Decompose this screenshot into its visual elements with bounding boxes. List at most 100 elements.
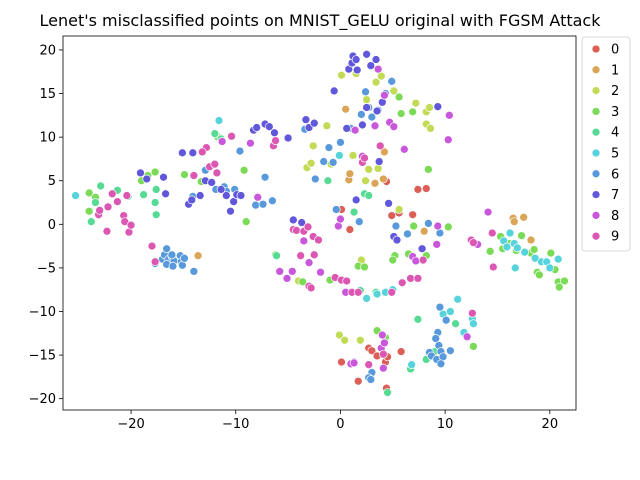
point-class-8 <box>370 121 380 131</box>
point-class-8 <box>411 256 421 266</box>
x-tick-label: 0 <box>336 417 344 432</box>
y-tick-label: −20 <box>29 392 56 407</box>
point-class-2 <box>371 77 381 87</box>
point-class-7 <box>371 55 381 64</box>
point-class-7 <box>216 185 226 194</box>
point-class-7 <box>178 148 187 158</box>
point-class-7 <box>252 123 262 132</box>
y-tick-label: 10 <box>39 131 56 146</box>
point-class-7 <box>366 61 376 70</box>
point-class-5 <box>510 263 520 273</box>
point-class-5 <box>545 263 555 273</box>
point-class-5 <box>214 116 224 125</box>
point-class-6 <box>436 359 446 369</box>
point-class-6 <box>354 217 364 227</box>
point-class-9 <box>95 206 104 215</box>
point-class-6 <box>424 219 433 228</box>
point-class-3 <box>443 222 453 232</box>
point-class-9 <box>271 136 280 145</box>
point-class-3 <box>408 107 418 117</box>
legend-frame <box>581 36 631 252</box>
legend-label: 1 <box>611 63 619 78</box>
legend-label: 3 <box>611 105 619 120</box>
point-class-7 <box>362 49 371 59</box>
y-axis: −20 −15 −10 −5 0 5 10 15 20 <box>29 43 63 407</box>
x-axis: −20 −10 0 10 20 <box>117 410 558 432</box>
point-class-7 <box>188 148 198 158</box>
point-class-4 <box>150 198 160 207</box>
legend-marker <box>591 148 601 158</box>
point-class-8 <box>443 135 453 145</box>
point-class-6 <box>167 250 177 260</box>
point-class-6 <box>258 199 268 209</box>
legend-label: 6 <box>611 167 619 182</box>
point-class-6 <box>324 143 334 152</box>
point-class-9 <box>113 197 122 206</box>
point-class-4 <box>91 198 100 207</box>
legend-marker <box>591 44 601 54</box>
point-class-8 <box>246 138 255 148</box>
point-class-9 <box>189 171 199 180</box>
point-class-7 <box>433 102 443 111</box>
point-class-7 <box>270 128 279 138</box>
point-class-7 <box>195 191 205 200</box>
point-class-5 <box>335 151 344 160</box>
point-class-8 <box>299 236 309 246</box>
point-class-9 <box>296 251 306 261</box>
point-class-3 <box>180 170 189 179</box>
x-tick-label: −10 <box>222 417 249 432</box>
point-class-7 <box>351 195 361 205</box>
point-class-3 <box>554 282 564 292</box>
point-class-6 <box>435 302 445 312</box>
point-class-0 <box>353 376 363 386</box>
point-class-2 <box>308 141 318 151</box>
legend-label: 5 <box>611 147 619 162</box>
y-tick-label: 20 <box>39 43 56 58</box>
point-class-8 <box>380 338 389 348</box>
point-class-4 <box>151 185 161 194</box>
point-class-7 <box>297 218 307 227</box>
point-class-3 <box>469 342 478 351</box>
legend: 0 1 2 3 4 5 6 7 8 9 <box>581 36 631 252</box>
point-class-9 <box>487 228 497 238</box>
point-class-4 <box>364 191 374 200</box>
point-class-1 <box>526 235 536 245</box>
point-class-2 <box>364 165 374 174</box>
point-class-2 <box>322 121 332 131</box>
point-class-6 <box>441 315 451 325</box>
point-class-6 <box>180 253 189 263</box>
point-class-3 <box>394 92 404 102</box>
point-class-8 <box>373 64 383 74</box>
y-tick-label: 0 <box>48 218 56 233</box>
point-class-2 <box>426 124 435 133</box>
point-class-8 <box>349 358 359 368</box>
legend-label: 0 <box>611 43 619 58</box>
point-class-6 <box>366 375 376 384</box>
point-class-8 <box>399 144 409 154</box>
point-class-4 <box>349 207 359 217</box>
point-class-0 <box>337 357 346 367</box>
point-class-6 <box>260 172 270 182</box>
point-class-4 <box>139 190 148 200</box>
legend-marker <box>591 211 601 220</box>
point-class-4 <box>272 251 281 261</box>
point-class-6 <box>357 110 366 119</box>
point-class-9 <box>413 274 423 283</box>
point-class-3 <box>360 262 369 272</box>
point-class-3 <box>241 217 251 227</box>
point-class-5 <box>372 289 382 299</box>
point-class-0 <box>387 211 397 220</box>
point-class-6 <box>168 261 178 271</box>
point-class-6 <box>387 76 397 86</box>
point-class-8 <box>483 207 493 217</box>
point-class-0 <box>396 347 406 356</box>
point-class-9 <box>147 241 157 251</box>
point-class-9 <box>397 278 407 288</box>
point-class-9 <box>469 238 478 247</box>
point-class-0 <box>413 185 423 194</box>
point-class-7 <box>136 168 145 178</box>
chart-title: Lenet's misclassified points on MNIST_GE… <box>40 11 602 31</box>
point-class-9 <box>227 131 236 141</box>
data-points <box>71 49 569 397</box>
point-class-8 <box>253 192 263 202</box>
